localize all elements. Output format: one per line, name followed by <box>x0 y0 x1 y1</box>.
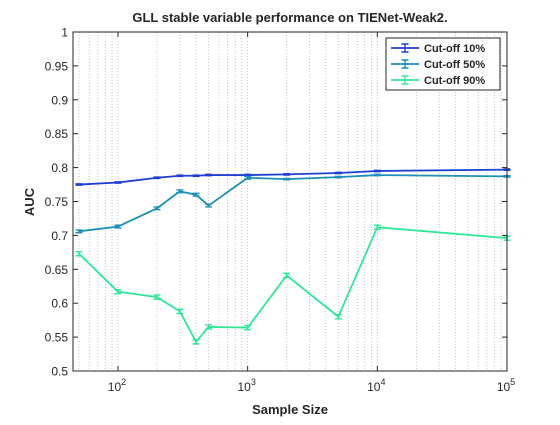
data-point <box>117 225 119 228</box>
y-axis-label: AUC <box>22 187 37 216</box>
series <box>75 224 511 345</box>
legend-label: Cut-off 10% <box>424 43 485 55</box>
data-point <box>337 176 340 178</box>
y-tick-label: 0.8 <box>51 161 68 175</box>
x-tick-label: 102 <box>108 377 126 394</box>
data-point <box>246 326 249 329</box>
data-point <box>376 170 379 172</box>
data-point <box>207 174 210 176</box>
data-point <box>337 315 340 318</box>
legend-errorbar <box>401 75 409 85</box>
data-point <box>376 226 379 229</box>
x-axis: 102 103 104 105 <box>108 32 515 394</box>
data-point <box>117 290 119 293</box>
y-tick-label: 0.75 <box>45 195 69 209</box>
series <box>75 173 511 234</box>
x-tick-label: 104 <box>367 377 385 394</box>
data-point <box>117 181 119 184</box>
data-point <box>78 183 80 186</box>
series-line <box>78 174 508 233</box>
data-point <box>285 274 288 277</box>
data-point <box>179 190 181 193</box>
chart-title: GLL stable variable performance on TIENe… <box>132 10 447 25</box>
data-point <box>195 341 197 343</box>
y-tick-label: 0.85 <box>45 127 69 141</box>
data-point <box>207 326 210 328</box>
legend-entry: Cut-off 50% <box>391 59 485 71</box>
legend-errorbar <box>401 43 409 53</box>
series-layer <box>75 168 511 345</box>
data-point <box>376 174 379 176</box>
series-line <box>78 226 508 343</box>
data-point <box>285 173 288 176</box>
legend-entry: Cut-off 90% <box>391 75 485 87</box>
x-tick-label: 103 <box>237 377 255 394</box>
y-tick-label: 0.9 <box>51 93 68 107</box>
data-point <box>246 176 249 179</box>
series-line <box>78 168 508 186</box>
data-point <box>156 296 158 298</box>
y-tick-label: 0.55 <box>45 331 69 345</box>
data-point <box>246 174 249 176</box>
data-point <box>195 193 197 196</box>
legend-errorbar <box>401 59 409 69</box>
legend: Cut-off 10% Cut-off 50% Cut-off 90% <box>385 37 501 91</box>
data-point <box>179 310 181 313</box>
data-point <box>195 174 197 177</box>
data-point <box>179 174 181 177</box>
y-tick-label: 0.95 <box>45 59 69 73</box>
series <box>75 168 511 186</box>
legend-entry: Cut-off 10% <box>391 43 485 55</box>
data-point <box>156 207 158 210</box>
data-point <box>156 176 158 179</box>
data-point <box>337 172 340 174</box>
y-tick-label: 0.5 <box>51 365 68 379</box>
y-tick-label: 0.65 <box>45 263 69 277</box>
legend-label: Cut-off 50% <box>424 59 485 71</box>
y-axis: 0.5 0.55 0.6 0.65 0.7 0.75 0.8 0.85 0.9 0.95 1 <box>45 26 507 379</box>
x-axis-label: Sample Size <box>252 402 328 417</box>
data-point <box>78 230 80 233</box>
legend-label: Cut-off 90% <box>424 75 485 87</box>
x-tick-label: 105 <box>497 377 515 394</box>
data-point <box>207 204 210 207</box>
data-point <box>285 178 288 180</box>
y-tick-label: 1 <box>61 26 68 40</box>
data-point <box>78 252 80 255</box>
y-tick-label: 0.6 <box>51 297 68 311</box>
y-tick-label: 0.7 <box>51 229 68 243</box>
